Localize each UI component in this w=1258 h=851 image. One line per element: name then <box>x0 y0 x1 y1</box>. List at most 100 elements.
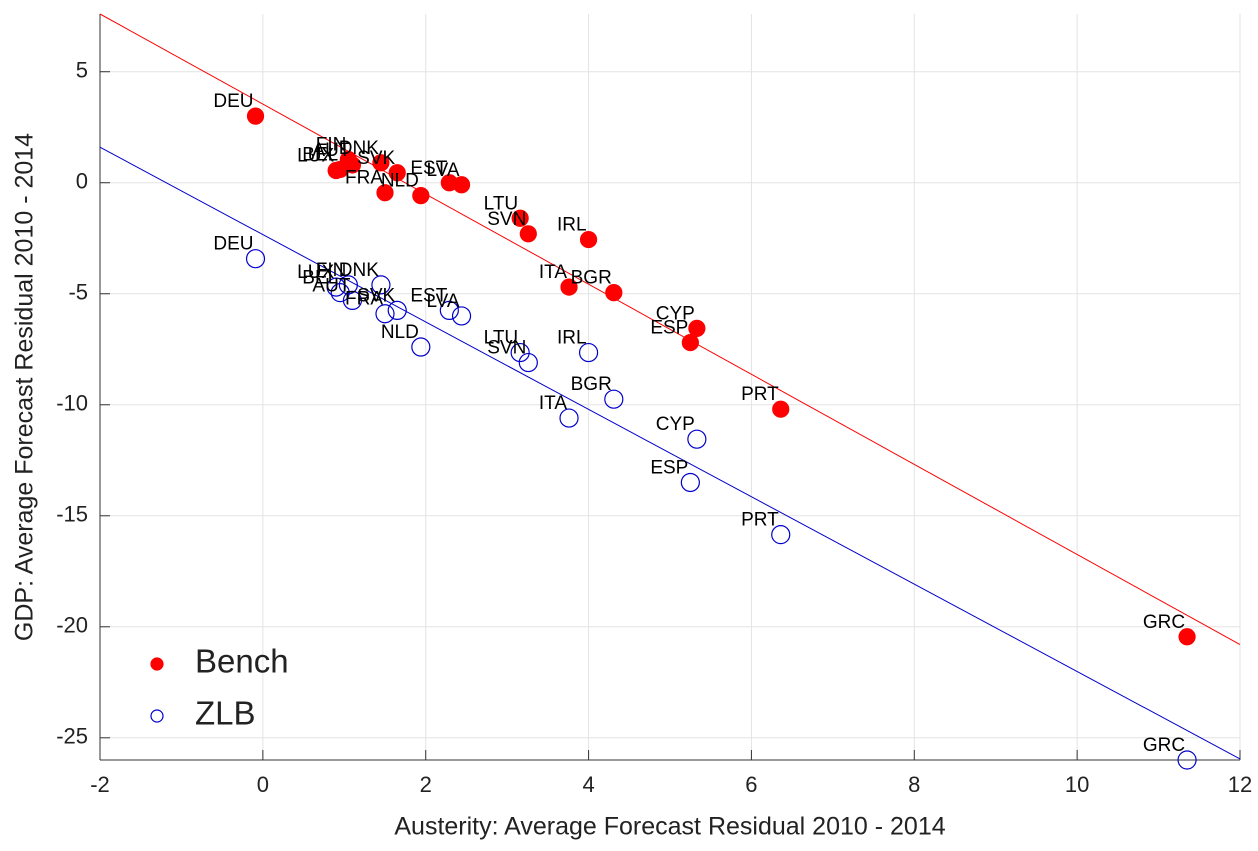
point <box>375 304 395 324</box>
point-label: NLD <box>381 322 419 343</box>
point <box>579 230 598 249</box>
fit-line <box>99 13 1241 645</box>
point <box>559 408 579 428</box>
y-tick-label: 5 <box>76 58 88 83</box>
legend-marker <box>150 657 164 671</box>
point <box>681 333 699 352</box>
point <box>560 278 578 296</box>
point-label: ESP <box>650 457 688 478</box>
y-tick-label: -5 <box>68 280 88 305</box>
point-label: IRL <box>557 215 587 236</box>
point-label: PRT <box>741 384 779 405</box>
y-tick-label: -20 <box>56 613 88 638</box>
y-tick-label: -15 <box>56 502 88 527</box>
point <box>1177 750 1197 770</box>
point <box>519 225 537 243</box>
point <box>605 284 623 302</box>
point <box>412 187 430 205</box>
x-tick-label: 10 <box>1065 772 1089 797</box>
point-label: BGR <box>571 268 612 289</box>
point-label: AUT <box>312 275 350 296</box>
point-label: AUT <box>312 140 350 161</box>
point-label: SVK <box>357 285 395 306</box>
point <box>245 249 266 269</box>
point <box>338 275 358 295</box>
point <box>772 400 790 418</box>
point <box>326 277 346 297</box>
point-label: SVN <box>487 338 526 359</box>
point-label: LUX <box>297 146 334 167</box>
point <box>246 107 265 125</box>
fit-line <box>99 146 1241 760</box>
point-label: LTU <box>484 328 518 349</box>
point-label: CYP <box>656 414 695 435</box>
point <box>680 472 700 493</box>
point-label: NLD <box>381 171 419 192</box>
point <box>371 275 391 295</box>
point <box>411 337 431 357</box>
point <box>342 290 363 311</box>
point-label: GRC <box>1143 612 1185 633</box>
point <box>439 300 459 321</box>
legend-label: Bench <box>195 643 289 680</box>
point <box>1178 628 1196 646</box>
point-label: LVA <box>426 291 459 312</box>
point <box>387 300 407 321</box>
x-tick-label: 2 <box>420 772 432 797</box>
point-label: FIN <box>316 134 347 155</box>
point-label: LVA <box>426 160 459 181</box>
point-label: FRA <box>345 168 383 189</box>
point <box>372 154 390 172</box>
x-tick-label: 0 <box>257 772 269 797</box>
point <box>451 306 472 326</box>
point <box>771 525 791 545</box>
point <box>687 429 707 449</box>
point-label: GRC <box>1143 735 1185 756</box>
point-label: LTU <box>484 193 518 214</box>
point-label: ITA <box>539 262 567 283</box>
y-tick-label: -25 <box>56 724 88 749</box>
point <box>604 389 624 409</box>
point-label: DNK <box>339 138 379 159</box>
x-tick-label: -2 <box>90 772 110 797</box>
point-label: SVK <box>357 148 395 169</box>
point-label: BEL <box>302 144 338 165</box>
point <box>452 176 471 194</box>
x-axis-label: Austerity: Average Forecast Residual 201… <box>394 813 945 841</box>
point <box>343 156 362 174</box>
point-label: ESP <box>650 318 688 339</box>
x-tick-label: 4 <box>582 772 594 797</box>
point-label: IRL <box>557 328 587 349</box>
point-label: SVN <box>487 209 526 230</box>
point-label: DEU <box>213 91 253 112</box>
point-label: FRA <box>345 289 383 310</box>
point-label: FIN <box>316 260 347 281</box>
y-tick-label: 0 <box>76 169 88 194</box>
point <box>511 209 529 227</box>
point-label: EST <box>410 285 447 306</box>
point-label: PRT <box>741 510 779 531</box>
legend-label: ZLB <box>195 695 256 732</box>
x-tick-label: 12 <box>1228 772 1252 797</box>
y-axis-label: GDP: Average Forecast Residual 2010 - 20… <box>11 133 39 641</box>
point <box>578 342 599 363</box>
x-tick-label: 6 <box>745 772 757 797</box>
point <box>688 319 706 337</box>
point-label: LUX <box>297 262 334 283</box>
point-label: ITA <box>539 393 567 414</box>
point <box>510 342 530 363</box>
point-label: EST <box>410 158 447 179</box>
point-label: BEL <box>302 268 338 289</box>
point-label: DEU <box>213 234 253 255</box>
x-tick-label: 8 <box>908 772 920 797</box>
point-label: CYP <box>656 303 695 324</box>
point <box>518 352 538 373</box>
point <box>330 283 350 303</box>
point <box>376 184 394 202</box>
legend-marker <box>150 709 164 723</box>
y-tick-label: -10 <box>56 391 88 416</box>
point-label: BGR <box>571 374 612 395</box>
point <box>388 164 406 182</box>
point-label: DNK <box>339 260 379 281</box>
